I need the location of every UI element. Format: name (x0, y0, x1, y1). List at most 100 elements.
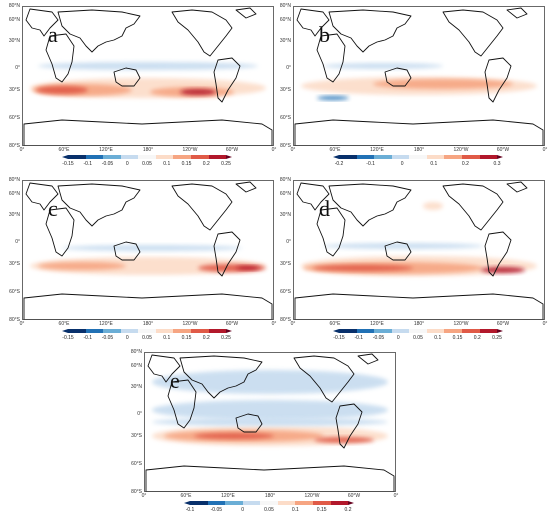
colorbar-swatch (155, 155, 174, 159)
world-map (293, 6, 545, 146)
longitude-label: 0° (542, 147, 548, 153)
coastline (25, 182, 59, 211)
latitude-label: 60°S (280, 115, 291, 121)
coastline (235, 181, 257, 193)
colorbar-swatch (85, 329, 104, 333)
colorbar-swatch (444, 155, 462, 159)
anomaly-shading (313, 265, 413, 271)
colorbar-tick-label: 0.1 (434, 335, 442, 341)
colorbar-tick-label: -0.2 (334, 161, 344, 167)
longitude-label: 60°E (329, 147, 341, 153)
colorbar-swatch (391, 329, 410, 333)
colorbar-tick-label: -0.1 (366, 161, 375, 167)
longitude-label: 60°W (347, 493, 361, 499)
latitude-label: 60°N (279, 191, 291, 197)
colorbar-min-arrow (333, 329, 339, 333)
latitude-label: 30°S (131, 433, 142, 439)
coastline (25, 8, 59, 37)
panel-label: c (48, 196, 58, 221)
colorbar-swatch (339, 155, 357, 159)
colorbar-swatch (103, 155, 121, 159)
colorbar-swatch (426, 329, 445, 333)
colorbar-swatch (155, 329, 174, 333)
colorbar-tick-label: -0.1 (83, 335, 93, 341)
anomaly-shading (314, 437, 374, 443)
anomaly-shading (481, 267, 525, 273)
anomaly-shading (236, 266, 260, 270)
panel-label: d (319, 196, 330, 221)
colorbar-tick-label: 0.2 (344, 507, 352, 513)
coastline (45, 207, 75, 257)
longitude-label: 60°E (58, 147, 70, 153)
longitude-label: 60°E (58, 321, 70, 327)
colorbar-min-arrow (184, 501, 190, 505)
latitude-label: 0° (15, 65, 20, 71)
coastline (113, 241, 141, 261)
colorbar-swatch (356, 155, 375, 159)
latitude-label: 80°S (9, 143, 20, 149)
colorbar-swatch (120, 329, 139, 333)
map-panel-d: 80°N 60°N 30°N 0° 30°S 60°S 80°S d 0° 60°E 120°E 18… (279, 177, 549, 348)
coastline (296, 8, 330, 37)
colorbar-swatch (138, 329, 156, 333)
longitude-label: 180° (142, 147, 154, 153)
colorbar-min-arrow (62, 329, 68, 333)
colorbar-tick-label: 0.1 (291, 507, 299, 513)
longitude-label: 60°E (180, 493, 192, 499)
colorbar-tick-label: -0.15 (333, 335, 345, 341)
longitude-label: 0° (19, 147, 25, 153)
colorbar-tick-label: 0.1 (163, 161, 171, 167)
colorbar-tick-label: -0.1 (83, 161, 93, 167)
longitude-label: 0° (271, 147, 277, 153)
colorbar-max-arrow (348, 501, 355, 505)
colorbar (62, 155, 233, 159)
colorbar-tick-label: -0.15 (62, 161, 74, 167)
latitude-label: 80°N (130, 349, 142, 355)
panel-label: a (48, 22, 58, 47)
colorbar-swatch (103, 329, 121, 333)
anomaly-shading (194, 433, 274, 439)
coastline (294, 119, 544, 146)
longitude-label: 60°W (225, 147, 239, 153)
map-frame (293, 180, 545, 320)
anomaly-shading (152, 370, 388, 394)
colorbar-max-arrow (226, 329, 233, 333)
coastline (113, 67, 141, 87)
colorbar-swatch (312, 501, 331, 505)
latitude-label: 0° (286, 65, 291, 71)
colorbar-swatch (374, 155, 392, 159)
colorbar-tick-label: 0 (125, 161, 129, 167)
colorbar-tick-label: 0.2 (461, 161, 469, 167)
colorbar-tick-label: 0.3 (493, 161, 501, 167)
longitude-label: 120°W (304, 493, 320, 499)
anomaly-shading (423, 202, 443, 210)
world-map (22, 6, 274, 146)
latitude-label: 80°N (279, 177, 291, 183)
anomaly-shading (38, 62, 258, 70)
longitude-label: 60°W (496, 321, 510, 327)
colorbar-swatch (225, 501, 243, 505)
longitude-label: 0° (19, 321, 25, 327)
coastline (328, 183, 412, 227)
map-frame (144, 352, 396, 492)
coastline (506, 7, 528, 19)
coastline (171, 9, 233, 57)
longitude-label: 120°W (453, 147, 469, 153)
coastline (45, 33, 75, 83)
map-panel-c: 80°N 60°N 30°N 0° 30°S 60°S 80°S c 0° 60°E 120°E 18… (8, 177, 278, 348)
anomaly-shading (323, 243, 483, 249)
colorbar-swatch (356, 329, 375, 333)
coastline (235, 7, 257, 19)
map-frame (22, 180, 274, 320)
coastline (328, 9, 412, 53)
colorbar-swatch (68, 155, 86, 159)
coastline (57, 183, 141, 227)
colorbar-tick-label: -0.05 (101, 335, 114, 341)
colorbar-swatch (207, 501, 226, 505)
anomaly-shading (36, 86, 88, 94)
latitude-label: 30°S (280, 87, 291, 93)
colorbar-ticks: -0.15 -0.1 -0.05 0 0.05 0.1 0.15 0.2 0.25 (62, 161, 231, 169)
latitude-label: 60°S (9, 289, 20, 295)
colorbar-swatch (277, 501, 296, 505)
longitude-label: 60°W (496, 147, 510, 153)
